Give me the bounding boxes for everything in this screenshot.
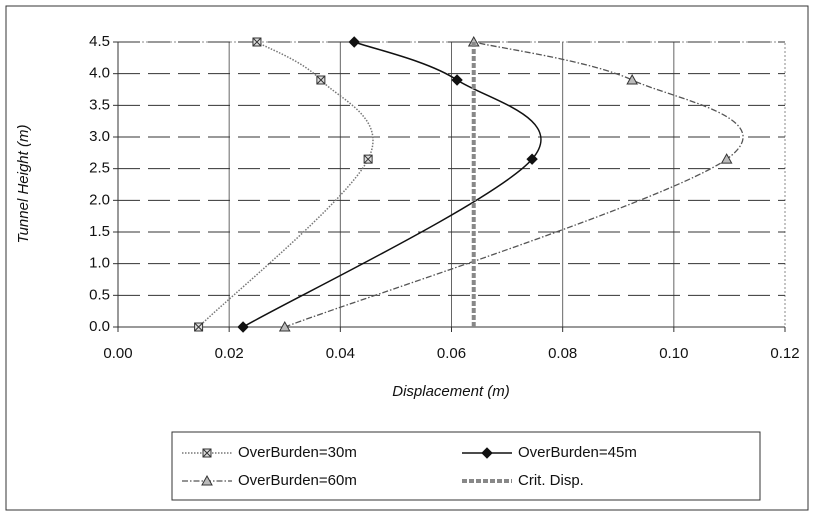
legend-label: OverBurden=45m [518, 444, 637, 461]
x-axis-title: Displacement (m) [392, 383, 510, 400]
legend-label: OverBurden=30m [238, 444, 357, 461]
legend-label: OverBurden=60m [238, 472, 357, 489]
y-tick-label: 4.0 [89, 65, 110, 82]
marker [626, 73, 638, 85]
x-tick-label: 0.06 [437, 345, 466, 362]
x-tick-label: 0.04 [326, 345, 355, 362]
marker [278, 320, 291, 332]
y-tick-label: 3.0 [89, 128, 110, 145]
y-tick-label: 2.0 [89, 191, 110, 208]
x-tick-label: 0.12 [770, 345, 799, 362]
series-line [198, 41, 374, 328]
legend-marker [202, 448, 212, 458]
legend-label: Crit. Disp. [518, 472, 584, 489]
marker [720, 153, 733, 164]
legend-marker [481, 447, 493, 459]
chart-frame [5, 5, 809, 511]
x-tick-label: 0.00 [103, 345, 132, 362]
marker [237, 321, 249, 333]
y-tick-label: 1.0 [89, 255, 110, 272]
y-tick-label: 2.5 [89, 160, 110, 177]
y-tick-label: 3.5 [89, 96, 110, 113]
x-tick-label: 0.10 [659, 345, 688, 362]
y-axis-title: Tunnel Height (m) [15, 125, 32, 244]
x-tick-label: 0.02 [215, 345, 244, 362]
legend-marker [201, 474, 213, 486]
y-tick-label: 1.5 [89, 223, 110, 240]
y-tick-label: 4.5 [89, 33, 110, 50]
series-line [284, 41, 744, 328]
x-tick-label: 0.08 [548, 345, 577, 362]
marker [194, 322, 204, 332]
marker [363, 154, 373, 164]
series-line [242, 41, 542, 328]
marker [252, 37, 262, 47]
marker [451, 74, 463, 86]
marker [526, 153, 538, 165]
marker [348, 36, 360, 48]
y-tick-label: 0.5 [89, 286, 110, 303]
marker [316, 75, 326, 85]
legend-box [171, 431, 761, 501]
y-tick-label: 0.0 [89, 318, 110, 335]
